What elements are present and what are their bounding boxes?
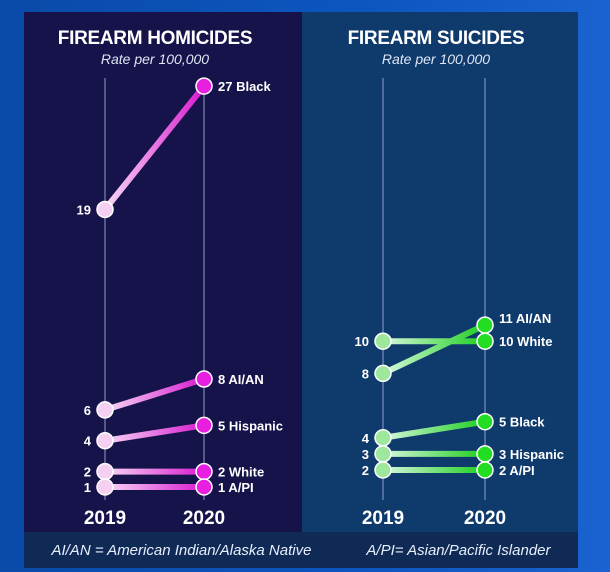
data-point-2020 xyxy=(476,461,494,479)
series-name: Hispanic xyxy=(510,447,564,462)
x-tick-label: 2020 xyxy=(183,508,225,529)
data-label-2019: 10 xyxy=(355,334,369,349)
data-label-2020: 8 AI/AN xyxy=(218,372,264,387)
x-tick-label: 2020 xyxy=(464,508,506,529)
homicides-panel xyxy=(24,12,302,532)
data-label-2020: 5 Black xyxy=(499,415,545,430)
data-label-2019: 3 xyxy=(362,447,369,462)
data-point-2019 xyxy=(374,429,392,447)
data-point-2019 xyxy=(96,431,114,450)
data-point-2020 xyxy=(476,445,494,463)
data-label-2019: 6 xyxy=(84,403,91,418)
data-point-2020 xyxy=(476,316,494,334)
data-label-2020: 2 A/PI xyxy=(499,463,535,478)
data-point-2019 xyxy=(374,364,392,383)
data-label-2019: 4 xyxy=(362,431,370,446)
x-tick-label: 2019 xyxy=(362,508,404,529)
data-point-2020 xyxy=(195,478,213,496)
data-label-2020: 5 Hispanic xyxy=(218,418,283,433)
legend-footer: AI/AN = American Indian/Alaska Native A/… xyxy=(24,532,578,568)
chart-title: FIREARM SUICIDES xyxy=(348,28,525,49)
data-label-2020: 1 A/PI xyxy=(218,480,254,495)
chart-subtitle: Rate per 100,000 xyxy=(382,51,490,67)
x-tick-label: 2019 xyxy=(84,508,126,529)
data-point-2019 xyxy=(96,401,114,419)
data-point-2019 xyxy=(96,200,114,219)
series-name: A/PI xyxy=(228,480,253,495)
data-label-2019: 19 xyxy=(77,202,91,217)
series-line-hispanic xyxy=(102,422,207,444)
series-line-aian xyxy=(102,376,207,413)
data-point-2020 xyxy=(476,332,494,350)
series-name: AI/AN xyxy=(228,372,263,387)
aian-note: AI/AN = American Indian/Alaska Native xyxy=(51,541,312,559)
data-point-2019 xyxy=(96,462,114,481)
series-line-aian xyxy=(380,322,488,377)
data-point-2020 xyxy=(195,462,213,481)
data-point-2020 xyxy=(195,77,213,95)
series-name: AI/AN xyxy=(516,311,551,326)
data-point-2019 xyxy=(374,445,392,463)
api-note: A/PI= Asian/Pacific Islander xyxy=(366,541,551,559)
data-point-2020 xyxy=(195,370,213,388)
data-label-2020: 11 AI/AN xyxy=(499,311,551,326)
data-point-2019 xyxy=(374,332,392,350)
series-name: Black xyxy=(236,79,271,94)
data-label-2019: 4 xyxy=(84,434,92,449)
data-label-2020: 10 White xyxy=(499,334,552,349)
data-label-2019: 8 xyxy=(362,366,369,381)
series-name: White xyxy=(229,465,264,480)
series-name: Hispanic xyxy=(229,418,283,433)
chart-title: FIREARM HOMICIDES xyxy=(58,28,252,49)
data-label-2019: 2 xyxy=(84,465,91,480)
data-point-2019 xyxy=(96,478,114,496)
data-point-2020 xyxy=(195,416,213,435)
data-label-2019: 2 xyxy=(362,463,369,478)
data-point-2020 xyxy=(476,412,494,431)
series-line-black xyxy=(380,418,488,441)
data-label-2020: 27 Black xyxy=(218,79,272,94)
data-label-2019: 1 xyxy=(84,480,91,495)
data-point-2019 xyxy=(374,461,392,479)
suicides-panel xyxy=(302,12,578,532)
series-name: White xyxy=(517,334,552,349)
series-name: A/PI xyxy=(509,463,534,478)
data-label-2020: 2 White xyxy=(218,465,264,480)
chart-subtitle: Rate per 100,000 xyxy=(101,51,209,67)
data-label-2020: 3 Hispanic xyxy=(499,447,564,462)
series-name: Black xyxy=(510,415,545,430)
series-line-black xyxy=(102,83,207,213)
